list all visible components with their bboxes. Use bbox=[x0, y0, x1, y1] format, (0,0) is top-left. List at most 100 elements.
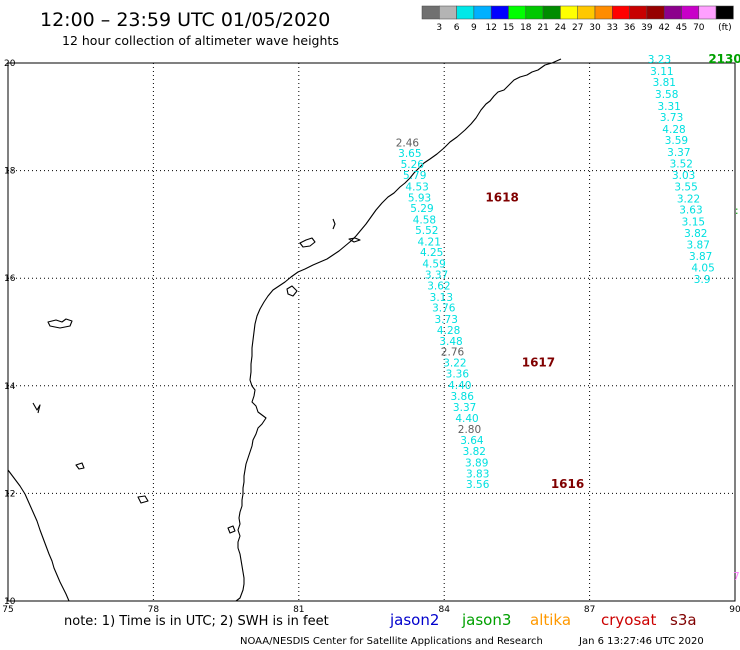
satellite-name-jason2: jason2 bbox=[389, 611, 439, 629]
swh-label: 3.82 bbox=[684, 228, 707, 240]
swh-label: 3.36 bbox=[446, 369, 470, 381]
swh-label: 3.65 bbox=[398, 148, 421, 160]
swh-label: 3.63 bbox=[679, 205, 702, 217]
legend-swatch bbox=[456, 5, 475, 20]
plot-frame bbox=[7, 62, 736, 602]
legend-swatch bbox=[594, 5, 613, 20]
legend-label: 24 bbox=[555, 23, 567, 33]
swh-label: 3.87 bbox=[687, 240, 710, 252]
legend-swatch bbox=[439, 5, 457, 20]
swh-label: 3.58 bbox=[655, 89, 678, 101]
swh-label: 4.28 bbox=[437, 325, 460, 337]
swh-label: 3.83 bbox=[466, 468, 489, 480]
y-tick-label: 10 bbox=[4, 597, 16, 607]
satellite-legend: jason2 jason3 altika cryosat s3a bbox=[389, 611, 697, 629]
chart-subtitle: 12 hour collection of altimeter wave hei… bbox=[62, 33, 339, 48]
swh-label: 3.9 bbox=[694, 274, 711, 286]
swh-label: 3.73 bbox=[435, 314, 458, 326]
legend-swatch bbox=[560, 5, 578, 20]
legend-swatch bbox=[542, 5, 561, 20]
swh-label: 2.76 bbox=[441, 347, 465, 359]
swh-label: 5.29 bbox=[410, 203, 433, 215]
swh-label: 3.82 bbox=[463, 446, 486, 458]
legend-swatch bbox=[525, 5, 544, 20]
x-tick-label: 81 bbox=[293, 605, 304, 615]
satellite-name-altika: altika bbox=[530, 611, 571, 629]
legend-swatch bbox=[715, 5, 734, 20]
island-1 bbox=[299, 237, 316, 248]
x-tick-label: 90 bbox=[729, 605, 740, 615]
swh-label: 3.86 bbox=[451, 391, 475, 403]
island-5 bbox=[47, 318, 73, 329]
satellite-name-s3a: s3a bbox=[670, 611, 697, 629]
legend-label: 21 bbox=[537, 23, 548, 33]
swh-label: 4.59 bbox=[422, 258, 445, 270]
satellite-tracks: 2.463.655.265.794.535.935.294.585.524.21… bbox=[396, 52, 740, 491]
legend-swatch bbox=[681, 5, 700, 20]
swh-label: 4.25 bbox=[420, 247, 443, 259]
swh-label: 5.79 bbox=[403, 170, 426, 182]
x-tick-label: 75 bbox=[2, 605, 13, 615]
legend-label: 6 bbox=[454, 23, 460, 33]
island-3 bbox=[348, 237, 361, 243]
legend-label: 39 bbox=[641, 23, 653, 33]
india-west-coast bbox=[7, 469, 70, 602]
track-s3a: 2.463.655.265.794.535.935.294.585.524.21… bbox=[396, 137, 584, 491]
swh-label: 3.59 bbox=[665, 135, 688, 147]
swh-label: 3.13 bbox=[430, 292, 453, 304]
satellite-name-cryosat: cryosat bbox=[601, 611, 656, 629]
swh-label: 4.21 bbox=[418, 236, 441, 248]
x-tick-label: 87 bbox=[584, 605, 595, 615]
swh-label: 4.05 bbox=[691, 263, 714, 275]
x-tick-label: 84 bbox=[438, 605, 450, 615]
swh-label: 3.73 bbox=[660, 112, 683, 124]
y-tick-label: 18 bbox=[4, 167, 16, 177]
legend-swatch bbox=[490, 5, 509, 20]
island-4 bbox=[286, 285, 298, 297]
legend-unit: (ft) bbox=[718, 23, 732, 33]
legend-swatch bbox=[612, 5, 630, 20]
y-axis-ticks: 10 12 14 16 18 20 bbox=[4, 59, 16, 607]
legend-label: 30 bbox=[589, 23, 601, 33]
swh-label: 3.55 bbox=[674, 182, 697, 194]
y-tick-label: 12 bbox=[4, 489, 15, 499]
grid-lines bbox=[8, 63, 735, 601]
swh-label: 3.15 bbox=[682, 216, 705, 228]
island-9 bbox=[227, 525, 236, 534]
legend-label: 12 bbox=[485, 23, 496, 33]
legend-label: 18 bbox=[520, 23, 532, 33]
swh-label: 4.28 bbox=[662, 124, 685, 136]
legend-swatch bbox=[421, 5, 440, 20]
y-tick-label: 20 bbox=[4, 59, 16, 69]
island-2 bbox=[332, 218, 336, 230]
legend-label: 42 bbox=[658, 23, 669, 33]
swh-label: 4.40 bbox=[455, 413, 478, 425]
legend-label: 27 bbox=[572, 23, 583, 33]
legend-swatch bbox=[646, 5, 665, 20]
swh-label: 4.53 bbox=[405, 182, 428, 194]
india-east-coast bbox=[235, 58, 562, 602]
legend-swatch bbox=[698, 5, 717, 20]
footer-credit: NOAA/NESDIS Center for Satellite Applica… bbox=[240, 636, 543, 647]
wave-height-legend: 3 6 9 12 15 18 21 24 27 30 33 36 39 42 45 70 (ft) bbox=[421, 5, 734, 33]
legend-swatch bbox=[577, 5, 596, 20]
footer-note: note: 1) Time is in UTC; 2) SWH is in fe… bbox=[64, 614, 329, 629]
footer-timestamp: Jan 6 13:27:46 UTC 2020 bbox=[578, 636, 704, 647]
legend-label: 33 bbox=[607, 23, 618, 33]
swh-label: 4.58 bbox=[413, 214, 436, 226]
time-label: 2130 bbox=[708, 52, 740, 66]
coastline bbox=[7, 58, 562, 602]
legend-label: 45 bbox=[676, 23, 687, 33]
time-label: 1617 bbox=[522, 355, 555, 369]
legend-label: 15 bbox=[503, 23, 514, 33]
swh-label: 3.76 bbox=[432, 303, 456, 315]
swh-label: 5.26 bbox=[401, 159, 425, 171]
swh-label: 3.11 bbox=[650, 66, 673, 78]
swh-label: 3.22 bbox=[443, 357, 466, 369]
track-jason3: 3.233.113.813.583.313.734.283.593.373.52… bbox=[648, 52, 740, 286]
island-8 bbox=[137, 495, 149, 504]
edge-mark: : bbox=[735, 205, 739, 217]
swh-label: 3.31 bbox=[657, 101, 680, 113]
legend-label: 36 bbox=[624, 23, 636, 33]
